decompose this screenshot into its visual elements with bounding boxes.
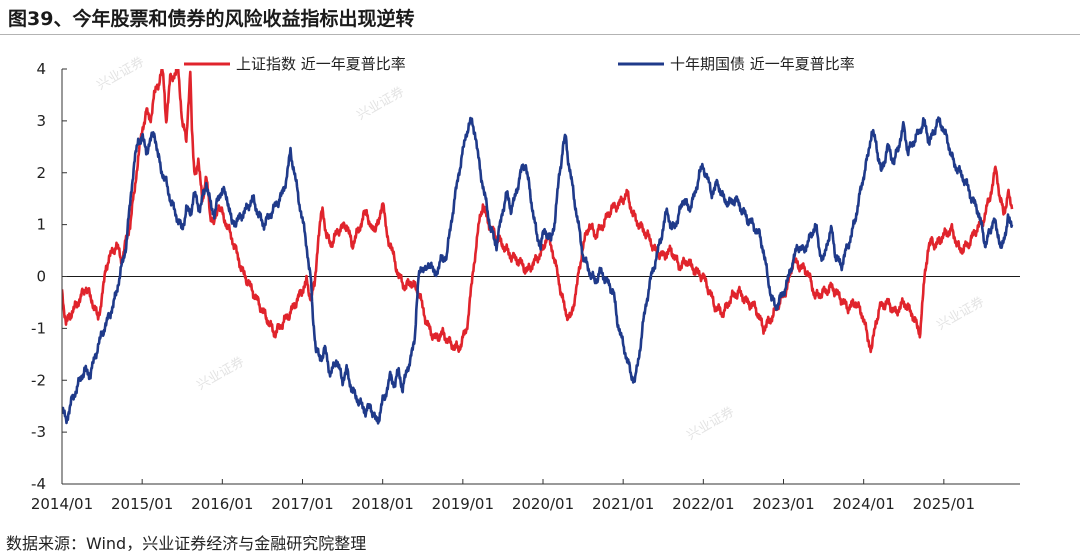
line-chart: 兴业证券 兴业证券 兴业证券 兴业证券 兴业证券 -4 -3 -2 -1 0 1 2 3 4 20… — [31, 54, 1020, 513]
y-tick-label: -1 — [31, 319, 46, 337]
title-divider — [0, 34, 1080, 35]
y-tick-label: 1 — [36, 216, 46, 234]
x-tick-label: 2014/01 — [31, 495, 93, 513]
x-tick-label: 2020/01 — [512, 495, 574, 513]
y-tick-label: 0 — [36, 268, 46, 286]
y-tick-label: 4 — [36, 60, 46, 78]
x-tick-label: 2021/01 — [592, 495, 654, 513]
x-tick-label: 2023/01 — [752, 495, 814, 513]
x-tick-label: 2018/01 — [352, 495, 414, 513]
x-tick-label: 2017/01 — [271, 495, 333, 513]
x-tick-label: 2024/01 — [833, 495, 895, 513]
y-tick-label: -3 — [31, 423, 46, 441]
x-tick-label: 2016/01 — [191, 495, 253, 513]
legend-label: 上证指数 近一年夏普比率 — [236, 55, 406, 73]
y-tick-label: -4 — [31, 475, 46, 493]
x-tick-label: 2015/01 — [111, 495, 173, 513]
data-source-note: 数据来源：Wind，兴业证券经济与金融研究院整理 — [6, 534, 367, 553]
legend-label: 十年期国债 近一年夏普比率 — [670, 55, 855, 73]
watermark-text: 兴业证券 — [354, 84, 407, 124]
chart-title: 图39、今年股票和债券的风险收益指标出现逆转 — [8, 8, 415, 30]
y-tick-label: 3 — [36, 112, 46, 130]
y-tick-label: -2 — [31, 371, 46, 389]
watermark-text: 兴业证券 — [194, 354, 247, 394]
stock-sharpe-line — [62, 69, 1014, 354]
y-tick-label: 2 — [36, 164, 46, 182]
watermark-text: 兴业证券 — [684, 404, 737, 444]
bond-sharpe-line — [62, 116, 1014, 425]
watermark-text: 兴业证券 — [934, 294, 987, 334]
x-tick-label: 2019/01 — [432, 495, 494, 513]
watermark-text: 兴业证券 — [94, 54, 147, 94]
x-tick-label: 2022/01 — [672, 495, 734, 513]
x-tick-label: 2025/01 — [913, 495, 975, 513]
